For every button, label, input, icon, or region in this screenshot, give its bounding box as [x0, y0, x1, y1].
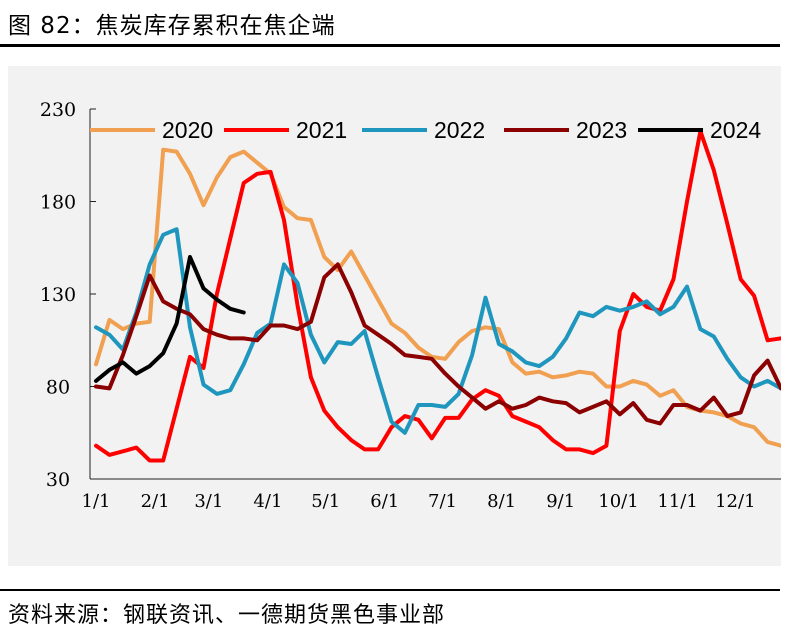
- y-tick-label: 180: [40, 192, 76, 214]
- series-line-2022: [94, 227, 781, 435]
- x-tick-label: 6/1: [370, 491, 399, 512]
- x-tick-label: 10/1: [598, 491, 638, 512]
- x-tick-label: 12/1: [715, 491, 755, 512]
- x-tick-label: 4/1: [253, 491, 282, 512]
- y-tick-label: 230: [40, 99, 76, 121]
- x-tick-label: 2/1: [141, 491, 170, 512]
- x-tick-label: 7/1: [428, 491, 457, 512]
- legend-label-2020: 2020: [162, 117, 213, 143]
- y-tick-label: 80: [46, 377, 70, 399]
- y-tick-labels: 30 80 130 180 230: [40, 99, 96, 491]
- x-tick-label: 11/1: [657, 491, 697, 512]
- source-note: 资料来源：钢联资讯、一德期货黑色事业部: [8, 603, 446, 628]
- top-rule: [0, 44, 780, 47]
- x-tick-label: 8/1: [487, 491, 516, 512]
- series-lines: [94, 129, 781, 463]
- y-tick-label: 30: [46, 469, 70, 491]
- legend-label-2024: 2024: [710, 117, 761, 143]
- legend-label-2023: 2023: [576, 117, 627, 143]
- x-tick-label: 5/1: [311, 491, 340, 512]
- chart-panel: 30 80 130 180 230 1/1 2/1 3/1 4/1 5/1 6/1 7/1 8/1 9/…: [8, 66, 781, 566]
- y-tick-label: 130: [40, 284, 76, 306]
- x-tick-label: 3/1: [194, 491, 223, 512]
- line-chart: 30 80 130 180 230 1/1 2/1 3/1 4/1 5/1 6/1 7/1 8/1 9/…: [40, 99, 781, 512]
- x-tick-labels: 1/1 2/1 3/1 4/1 5/1 6/1 7/1 8/1 9/1 10/1 11/1 12/1: [82, 491, 756, 512]
- legend-label-2021: 2021: [296, 117, 347, 143]
- series-line-2021: [94, 129, 781, 463]
- series-line-2020: [94, 147, 781, 448]
- legend: 2020 2021 2022 2023 2024: [90, 117, 761, 143]
- bottom-rule: [0, 589, 780, 591]
- series-line-2023: [94, 262, 781, 426]
- legend-label-2022: 2022: [434, 117, 485, 143]
- figure-title: 图 82：焦炭库存累积在焦企端: [8, 13, 336, 39]
- x-tick-label: 9/1: [546, 491, 575, 512]
- series-line-2024: [94, 255, 246, 383]
- x-tick-label: 1/1: [82, 491, 111, 512]
